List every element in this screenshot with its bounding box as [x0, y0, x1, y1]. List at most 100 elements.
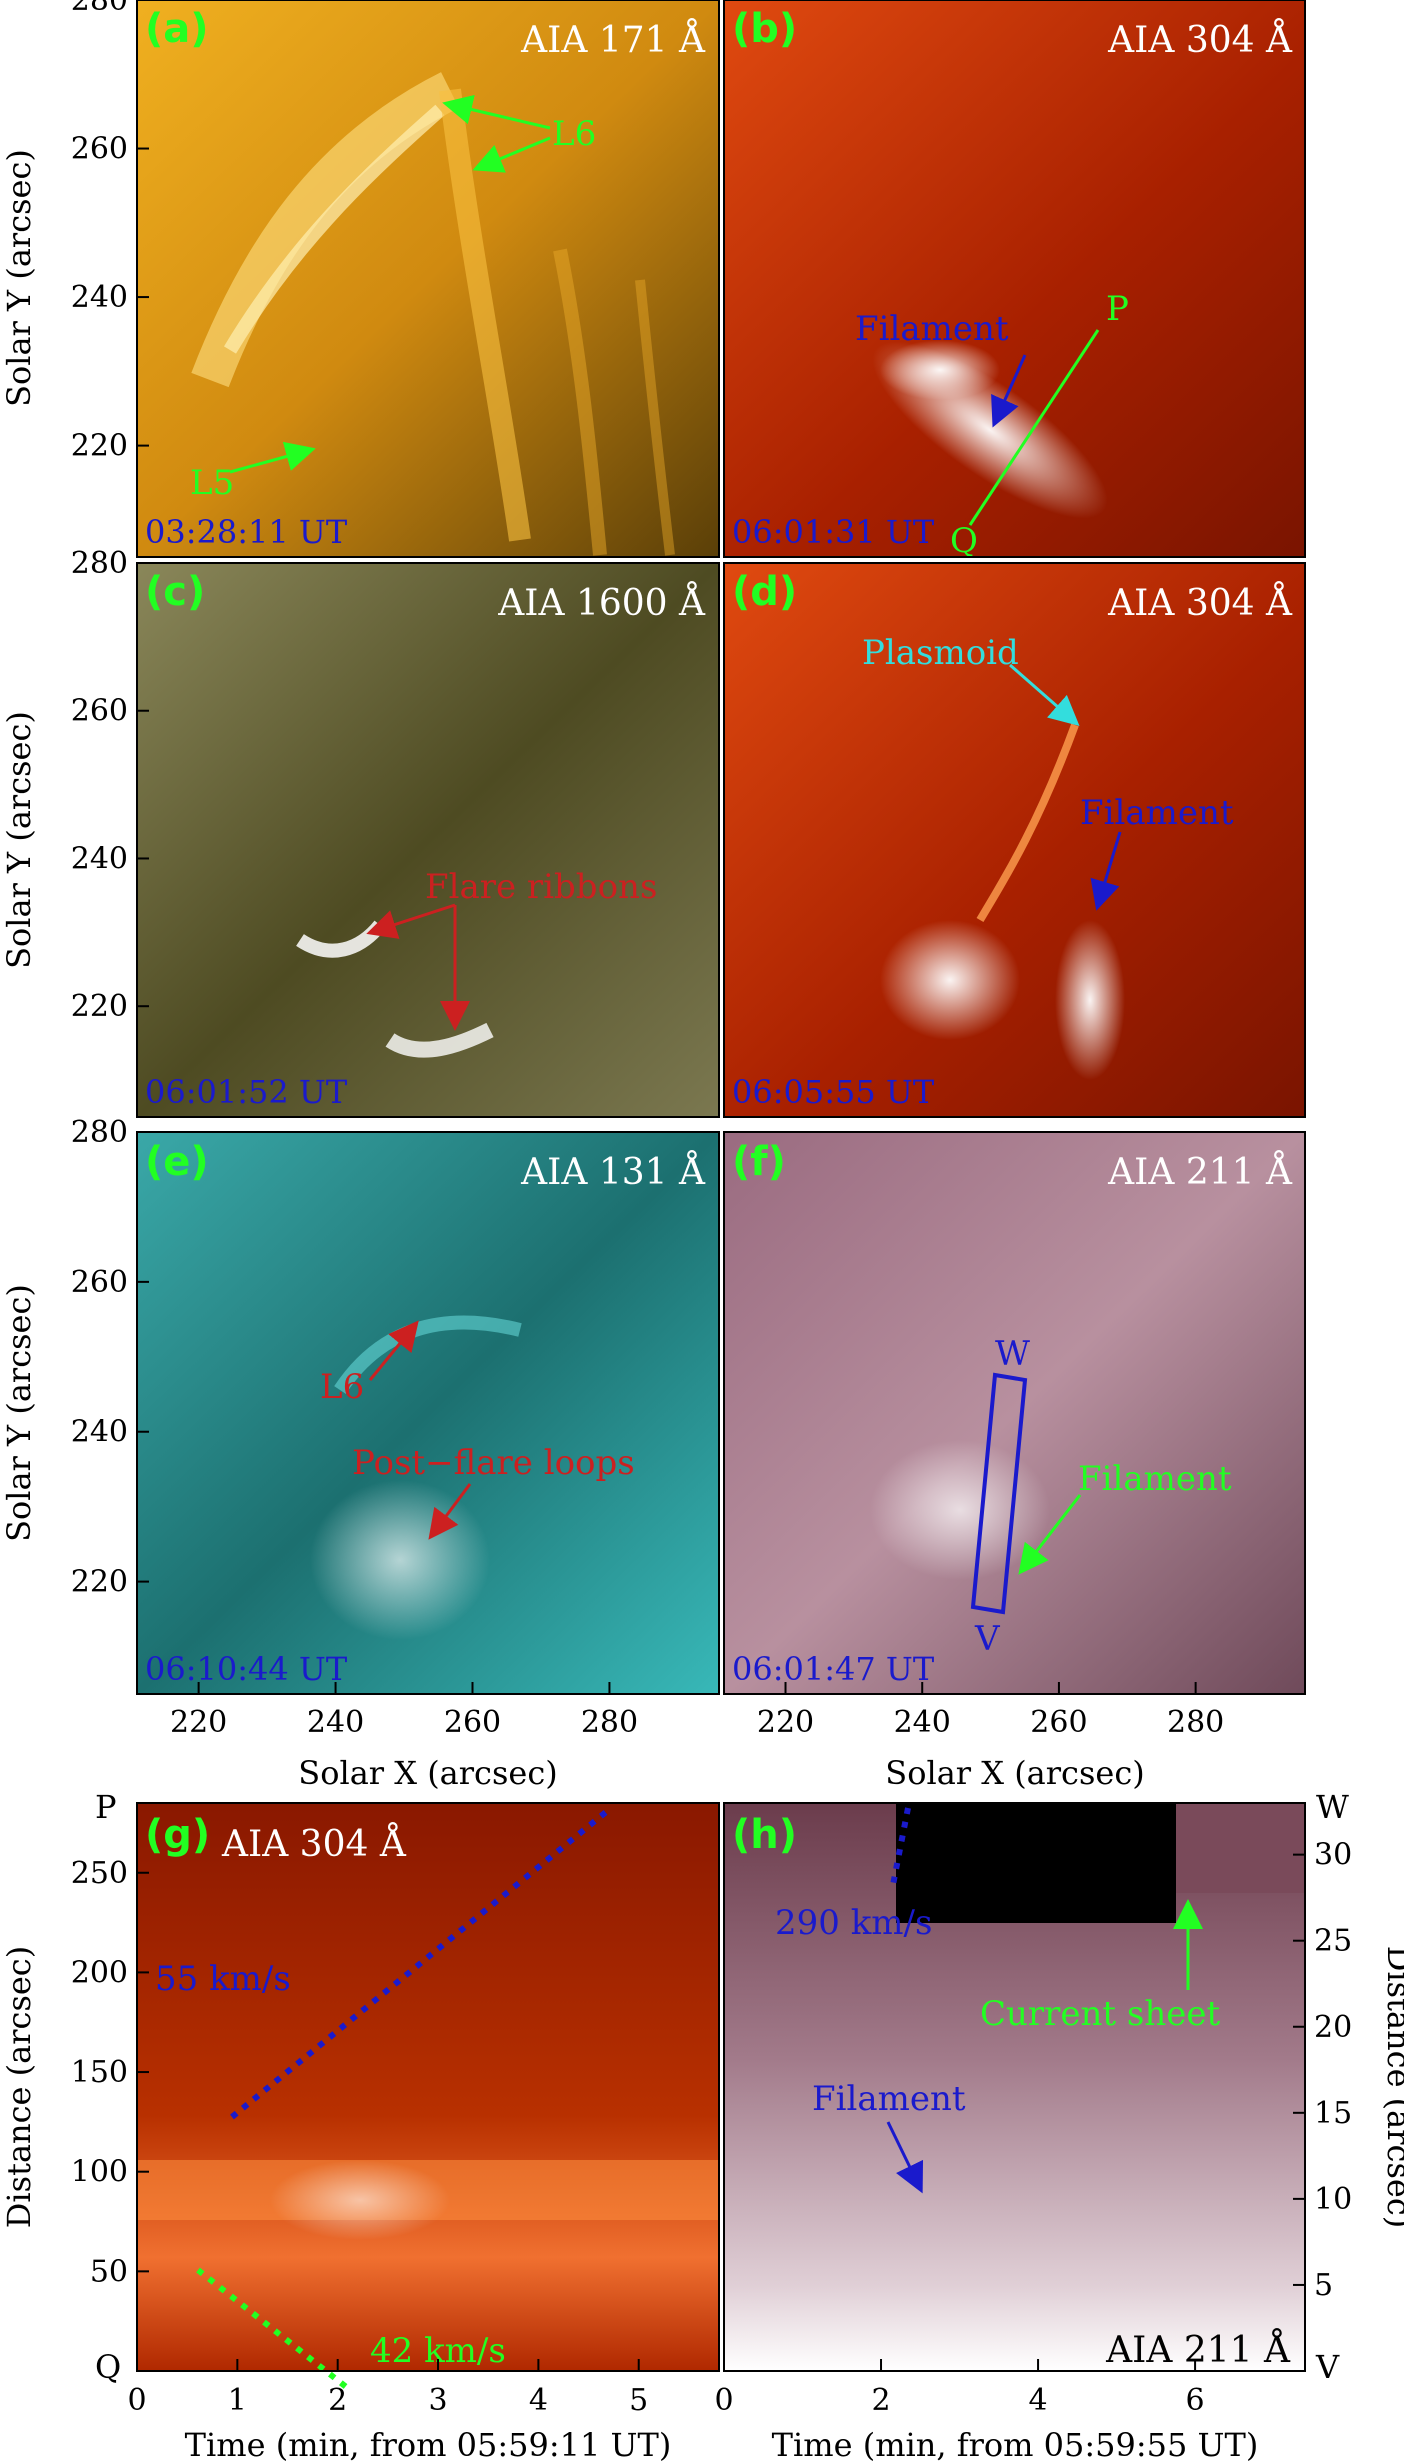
- panel-e: (e) AIA 131 Å 06:10:44 UT L6 Post−flare …: [137, 1132, 719, 1694]
- slice-q-label: Q: [950, 521, 978, 561]
- panel-f-tag: (f): [732, 1139, 786, 1185]
- h-x-tick-label: 4: [1029, 2383, 1048, 2418]
- x-tick-label: 280: [1167, 1705, 1224, 1740]
- h-y-tick-label: 10: [1314, 2182, 1352, 2217]
- panel-h: (h) 290 km/s Filament Current sheet AIA …: [724, 1788, 1349, 2386]
- y-tick-label: 260: [71, 694, 128, 729]
- l6-e-label: L6: [320, 1367, 364, 1407]
- h-y-tick-label: 5: [1314, 2268, 1333, 2303]
- x-tick-label: 220: [170, 1705, 227, 1740]
- panel-g-channel: AIA 304 Å: [221, 1823, 407, 1865]
- plasmoid-arrow: [1009, 663, 1080, 726]
- panel-b-time: 06:01:31 UT: [732, 513, 935, 551]
- h-v-label: V: [1315, 2348, 1340, 2386]
- g-p-label: P: [95, 1788, 117, 1826]
- panel-g-image: [137, 1803, 719, 2371]
- dark-region-2: [1176, 1803, 1305, 1893]
- filament-f-arrow: [1018, 1494, 1082, 1575]
- slice-pq: [968, 329, 1100, 526]
- y-tick-label: 220: [71, 989, 128, 1024]
- filament-h-arrow: [886, 2121, 924, 2194]
- h-y-tick-label: 30: [1314, 1838, 1352, 1873]
- l6-arrow-1: [442, 94, 551, 130]
- panel-c: (c) AIA 1600 Å 06:01:52 UT Flare ribbons: [137, 563, 719, 1117]
- slice-box-wv: [970, 1372, 1028, 1615]
- slice-w-label: W: [995, 1334, 1030, 1374]
- panel-e-tag: (e): [145, 1139, 209, 1185]
- y-tick-label: 260: [71, 1265, 128, 1300]
- y-tick-label: 220: [71, 429, 128, 464]
- ribbons-label: Flare ribbons: [425, 867, 657, 907]
- panel-f-image: [724, 1132, 1305, 1694]
- filament-h-label: Filament: [812, 2079, 966, 2119]
- filament-d-label: Filament: [1080, 793, 1234, 833]
- panel-b: (b) AIA 304 Å 06:01:31 UT Filament P Q: [724, 0, 1305, 561]
- fit-55: [230, 1809, 608, 2120]
- loops-arrow: [428, 1483, 472, 1540]
- l6-e-arrow: [368, 1320, 419, 1381]
- panel-c-image: [137, 563, 719, 1117]
- panel-f-time: 06:01:47 UT: [732, 1650, 935, 1688]
- panel-frame: [136, 0, 720, 558]
- loop-leg-3: [635, 279, 675, 556]
- g-x-tick-label: 0: [127, 2383, 146, 2418]
- fit-42: [196, 2267, 352, 2393]
- x-tick-label: 280: [581, 1705, 638, 1740]
- loop-core: [223, 104, 445, 354]
- panel-g-tag: (g): [145, 1812, 210, 1858]
- panel-frame: [723, 1802, 1306, 2372]
- l6-label: L6: [552, 114, 596, 154]
- panel-d-image: [724, 563, 1305, 1117]
- speed-290-label: 290 km/s: [775, 1903, 932, 1943]
- panel-h-tag: (h): [732, 1812, 797, 1858]
- h-w-label: W: [1316, 1788, 1349, 1826]
- bright-region: [870, 1440, 1050, 1580]
- slice-v-label: V: [974, 1619, 1001, 1659]
- filament-d-arrow: [1090, 831, 1122, 911]
- h-ylabel: Distance (arcsec): [1380, 1946, 1404, 2228]
- g-y-tick-label: 200: [71, 1955, 128, 1990]
- panel-frame: [136, 1131, 720, 1695]
- panel-frame: [723, 562, 1306, 1118]
- y-tick-label: 280: [71, 546, 128, 581]
- y-tick-label: 240: [71, 280, 128, 315]
- panel-b-tag: (b): [732, 6, 797, 52]
- sheet-label: Current sheet: [980, 1994, 1220, 2034]
- plasmoid-label: Plasmoid: [862, 633, 1019, 673]
- panel-f: (f) AIA 211 Å 06:01:47 UT W V Filament: [724, 1132, 1305, 1694]
- post-flare-glow: [310, 1480, 490, 1640]
- ribbon-2: [385, 1022, 494, 1058]
- panel-c-time: 06:01:52 UT: [145, 1073, 348, 1111]
- g-y-tick-label: 250: [71, 1856, 128, 1891]
- y-tick-label: 240: [71, 841, 128, 876]
- a-ylabel: Solar Y (arcsec): [0, 149, 38, 407]
- x-tick-label: 220: [757, 1705, 814, 1740]
- panel-a-tag: (a): [145, 6, 209, 52]
- panel-frame: [136, 562, 720, 1118]
- panel-frame: [723, 1131, 1306, 1695]
- y-tick-label: 220: [71, 1565, 128, 1600]
- panel-d: (d) AIA 304 Å 06:05:55 UT Plasmoid Filam…: [724, 563, 1305, 1117]
- g-x-tick-label: 3: [428, 2383, 447, 2418]
- panel-a-channel: AIA 171 Å: [520, 19, 706, 61]
- panel-a: (a) AIA 171 Å 03:28:11 UT L6 L5: [137, 0, 719, 557]
- panel-e-channel: AIA 131 Å: [520, 1151, 706, 1193]
- g-x-tick-label: 4: [529, 2383, 548, 2418]
- axes-layer: 220 240 260 280 220 240 260 280 220 240 260 280 220 2…: [71, 0, 1352, 2418]
- g-q-label: Q: [95, 2348, 121, 2386]
- panel-f-channel: AIA 211 Å: [1107, 1151, 1293, 1193]
- panel-frame: [723, 0, 1306, 558]
- x-tick-label: 240: [307, 1705, 364, 1740]
- g-ylabel: Distance (arcsec): [0, 1946, 38, 2228]
- f-xlabel: Solar X (arcsec): [885, 1754, 1144, 1792]
- filament-core: [1055, 920, 1125, 1080]
- x-tick-label: 260: [444, 1705, 501, 1740]
- h-xlabel: Time (min, from 05:59:55 UT): [772, 2426, 1259, 2463]
- bright-patch: [880, 340, 1000, 400]
- x-tick-label: 260: [1030, 1705, 1087, 1740]
- slice-p-label: P: [1106, 289, 1129, 329]
- panel-g: (g) AIA 304 Å 55 km/s 42 km/s P Q: [95, 1788, 719, 2393]
- h-y-tick-label: 25: [1314, 1924, 1352, 1959]
- x-tick-label: 240: [894, 1705, 951, 1740]
